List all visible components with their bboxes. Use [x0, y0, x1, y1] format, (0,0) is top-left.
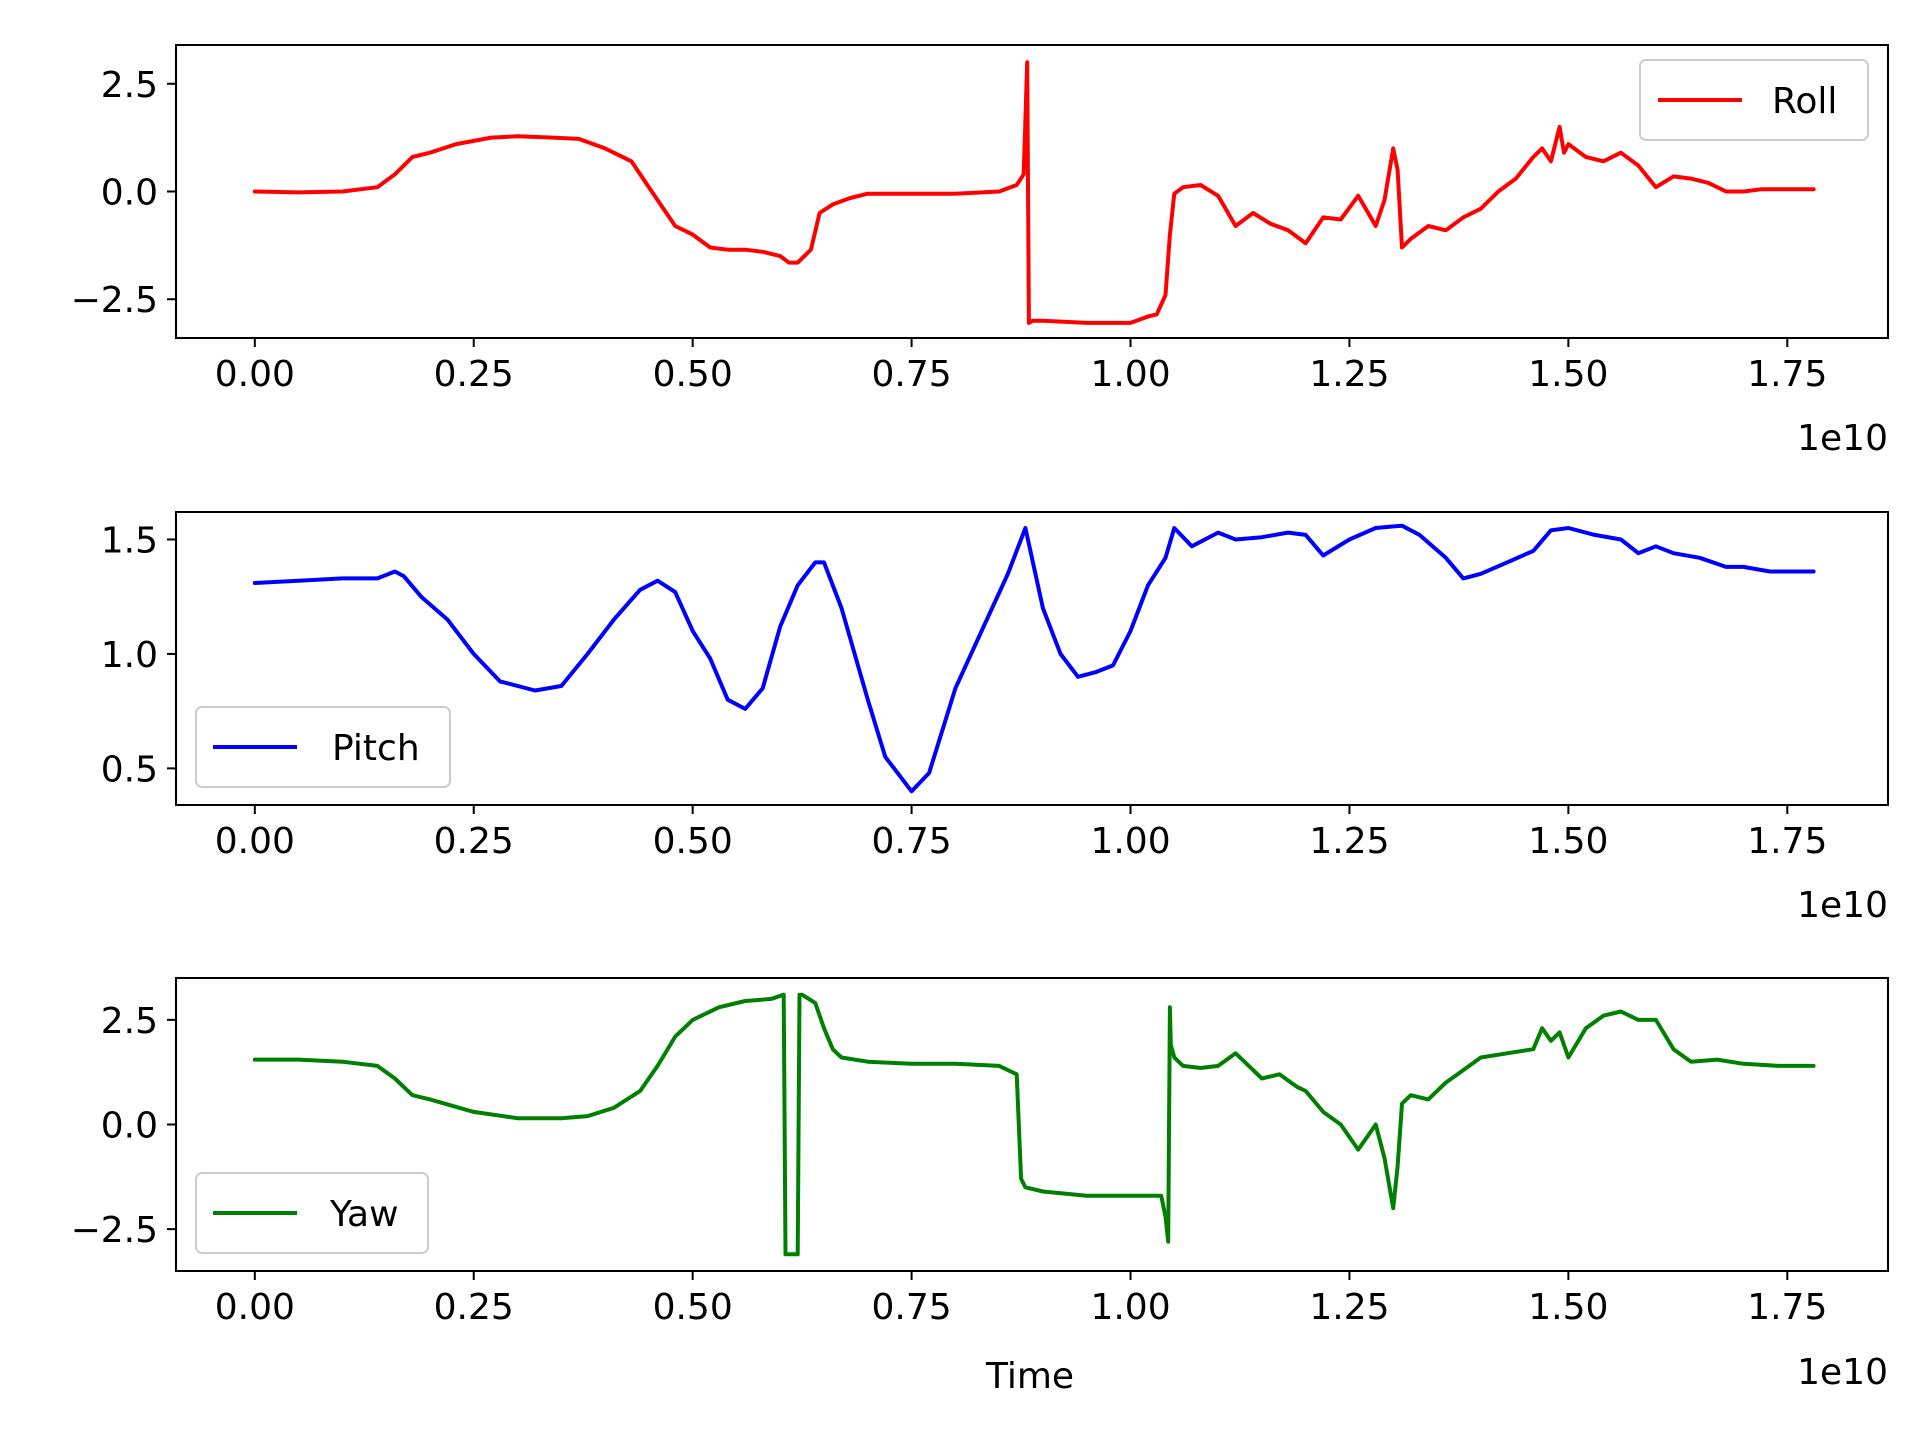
- y-tick-label: 0.0: [101, 1106, 158, 1147]
- pitch-axes-frame: [175, 511, 1889, 806]
- x-tick-label: 1.25: [1309, 821, 1389, 862]
- x-tick-label: 0.50: [653, 354, 733, 395]
- y-tick-label: −2.5: [71, 1210, 158, 1251]
- roll-legend: Roll: [1639, 59, 1869, 141]
- pitch-legend-box: [195, 706, 451, 788]
- roll-series-line: [252, 60, 1816, 325]
- yaw-legend: Yaw: [195, 1172, 429, 1254]
- pitch-x-offset-label: 1e10: [1797, 885, 1888, 926]
- y-tick-label: 1.0: [101, 635, 158, 676]
- x-tick-label: 1.75: [1747, 354, 1827, 395]
- pitch-subplot: 0.00 0.25 0.50 0.75 1.00 1.25 1.50 1.75 1.5 1.0 0.…: [101, 511, 1889, 926]
- x-tick-label: 1.00: [1090, 821, 1170, 862]
- x-tick-label: 1.75: [1747, 1287, 1827, 1328]
- x-tick-label: 0.25: [434, 821, 514, 862]
- roll-x-offset-label: 1e10: [1797, 418, 1888, 459]
- x-tick-label: 1.25: [1309, 1287, 1389, 1328]
- pitch-series-line: [252, 523, 1816, 794]
- y-tick-label: 0.0: [101, 173, 158, 214]
- roll-legend-label: Roll: [1772, 81, 1837, 122]
- yaw-ticks: 0.00 0.25 0.50 0.75 1.00 1.25 1.50 1.75 2.5 0.0 −2…: [71, 1001, 1828, 1328]
- x-tick-label: 0.75: [872, 354, 952, 395]
- pitch-legend: Pitch: [195, 706, 451, 788]
- x-tick-label: 1.50: [1528, 1287, 1608, 1328]
- y-tick-label: 2.5: [101, 1001, 158, 1042]
- y-tick-label: 1.5: [101, 520, 158, 561]
- roll-line: [252, 60, 1816, 325]
- x-tick-label: 1.50: [1528, 354, 1608, 395]
- x-tick-label: 0.00: [215, 821, 295, 862]
- roll-subplot: 0.00 0.25 0.50 0.75 1.00 1.25 1.50 1.75 2.5 0.0 −2…: [71, 44, 1889, 459]
- x-tick-label: 0.00: [215, 354, 295, 395]
- yaw-subplot: 0.00 0.25 0.50 0.75 1.00 1.25 1.50 1.75 2.5 0.0 −2…: [71, 977, 1889, 1397]
- x-tick-label: 0.50: [653, 1287, 733, 1328]
- x-tick-label: 0.25: [434, 354, 514, 395]
- yaw-series-line: [252, 992, 1816, 1257]
- pitch-ticks: 0.00 0.25 0.50 0.75 1.00 1.25 1.50 1.75 1.5 1.0 0.…: [101, 520, 1828, 862]
- x-tick-label: 1.25: [1309, 354, 1389, 395]
- y-tick-label: −2.5: [71, 280, 158, 321]
- x-tick-label: 1.00: [1090, 354, 1170, 395]
- yaw-legend-box: [195, 1172, 429, 1254]
- yaw-legend-label: Yaw: [329, 1194, 399, 1235]
- yaw-x-axis-label: Time: [985, 1356, 1074, 1397]
- x-tick-label: 1.50: [1528, 821, 1608, 862]
- yaw-line: [252, 992, 1816, 1257]
- x-tick-label: 0.00: [215, 1287, 295, 1328]
- roll-legend-box: [1639, 59, 1869, 141]
- x-tick-label: 1.75: [1747, 821, 1827, 862]
- pitch-legend-label: Pitch: [332, 728, 420, 769]
- x-tick-label: 1.00: [1090, 1287, 1170, 1328]
- x-tick-label: 0.50: [653, 821, 733, 862]
- y-tick-label: 0.5: [101, 749, 158, 790]
- y-tick-label: 2.5: [101, 65, 158, 106]
- x-tick-label: 0.75: [872, 1287, 952, 1328]
- yaw-x-offset-label: 1e10: [1797, 1352, 1888, 1393]
- x-tick-label: 0.75: [872, 821, 952, 862]
- roll-ticks: 0.00 0.25 0.50 0.75 1.00 1.25 1.50 1.75 2.5 0.0 −2…: [71, 65, 1828, 395]
- pitch-line: [252, 523, 1816, 794]
- x-tick-label: 0.25: [434, 1287, 514, 1328]
